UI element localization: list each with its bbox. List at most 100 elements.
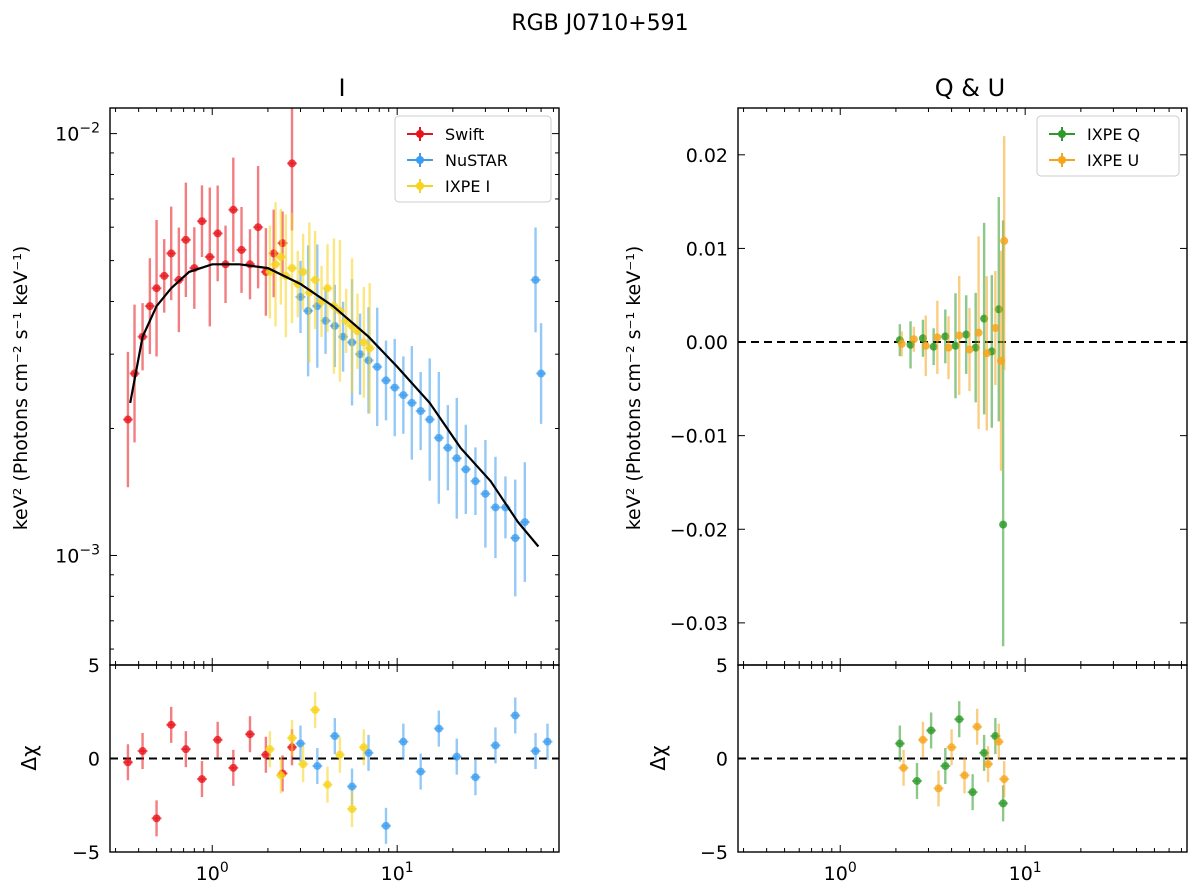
legend-item: IXPE Q: [1049, 125, 1140, 144]
data-point: [330, 732, 339, 741]
data-point: [1000, 775, 1009, 784]
data-point: [968, 788, 977, 797]
y-tick-label: −5: [72, 842, 100, 864]
data-point: [296, 739, 305, 748]
data-point: [205, 252, 214, 261]
legend-qu: IXPE Q IXPE U: [1036, 115, 1180, 177]
legend-item: IXPE I: [407, 177, 490, 196]
data-point: [965, 345, 974, 354]
x-tick-label-exponent: 0: [220, 860, 229, 876]
data-point: [359, 743, 368, 752]
data-point: [304, 306, 313, 315]
data-point: [960, 771, 969, 780]
data-point: [276, 771, 285, 780]
data-point: [323, 284, 332, 293]
data-point: [899, 763, 908, 772]
data-point: [933, 333, 942, 342]
data-point: [973, 722, 982, 731]
data-point: [288, 264, 297, 273]
data-point: [452, 752, 461, 761]
data-point: [991, 323, 1000, 332]
data-point: [323, 780, 332, 789]
data-point: [471, 477, 480, 486]
residual-label-left: Δχ: [17, 745, 41, 770]
data-point: [951, 341, 960, 350]
data-point: [123, 758, 132, 767]
x-tick-label: 101: [1009, 860, 1042, 881]
y-axis-label-right: keV² (Photons cm⁻² s⁻¹ keV⁻¹): [623, 246, 645, 531]
data-point: [1000, 236, 1009, 245]
y-tick-label: 0.00: [686, 332, 728, 354]
data-point: [311, 275, 320, 284]
data-point: [994, 737, 1003, 746]
data-point: [213, 735, 222, 744]
data-point: [982, 349, 991, 358]
legend-i: Swift NuSTAR IXPE I: [394, 115, 552, 203]
data-point: [313, 761, 322, 770]
data-point: [974, 328, 983, 337]
data-point: [999, 799, 1008, 808]
x-tick-label-base: 10: [824, 863, 848, 881]
data-point: [481, 489, 490, 498]
data-point: [999, 520, 1008, 529]
y-tick-label-base: 10: [55, 545, 79, 567]
panel-qu-residual: 100 101−505: [700, 655, 1188, 881]
data-point: [520, 518, 529, 527]
data-point: [955, 715, 964, 724]
legend-item: NuSTAR: [407, 151, 508, 170]
data-point: [941, 761, 950, 770]
data-point: [491, 503, 500, 512]
data-point: [181, 235, 190, 244]
data-point: [531, 275, 540, 284]
data-point: [373, 362, 382, 371]
data-point: [197, 217, 206, 226]
data-point: [461, 465, 470, 474]
legend-item: IXPE U: [1049, 151, 1139, 170]
data-point: [152, 814, 161, 823]
points-qu: [738, 136, 1187, 647]
data-point: [947, 743, 956, 752]
y-tick-label-exponent: −3: [79, 542, 100, 558]
legend-swatch-marker: [1058, 130, 1066, 138]
ticks-qu-residual: 100 101−505: [700, 655, 1187, 881]
y-tick-label: 0: [716, 749, 728, 771]
data-point: [167, 249, 176, 258]
data-point: [399, 737, 408, 746]
frame-qu: [737, 107, 1188, 666]
y-tick-label: −0.01: [670, 426, 728, 448]
data-point: [213, 229, 222, 238]
x-tick-label-base: 10: [196, 863, 220, 881]
legend-item: Swift: [407, 125, 484, 144]
data-point: [471, 773, 480, 782]
data-point: [399, 391, 408, 400]
data-point: [416, 767, 425, 776]
data-point: [416, 407, 425, 416]
frame-i-residual: [109, 664, 560, 853]
data-point: [918, 735, 927, 744]
panel-title-i: I: [338, 74, 345, 102]
data-point: [181, 745, 190, 754]
data-point: [254, 223, 263, 232]
data-point: [167, 720, 176, 729]
y-tick-label: 5: [88, 655, 100, 677]
frame-qu-residual: [737, 664, 1188, 853]
data-point: [897, 339, 906, 348]
data-point: [288, 733, 297, 742]
data-point: [434, 724, 443, 733]
y-tick-label: 0.01: [686, 238, 728, 260]
legend-swatch-marker: [1058, 156, 1066, 164]
y-tick-label: 0.02: [686, 145, 728, 167]
data-point: [311, 705, 320, 714]
legend-box: [394, 115, 552, 203]
data-point: [229, 763, 238, 772]
legend-label: IXPE I: [445, 177, 490, 196]
y-tick-label-base: 10: [55, 124, 79, 146]
data-point: [348, 782, 357, 791]
data-point: [245, 730, 254, 739]
legend-swatch-marker: [416, 182, 424, 190]
data-point: [962, 330, 971, 339]
points-i-residual: [110, 691, 559, 844]
data-point: [980, 748, 989, 757]
data-point: [197, 775, 206, 784]
